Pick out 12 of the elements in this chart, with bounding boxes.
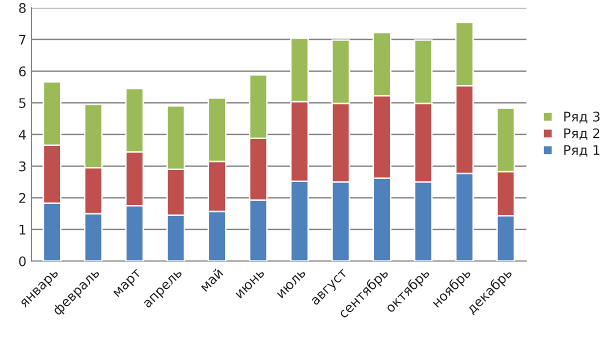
legend-label: Ряд 2 [564, 128, 600, 140]
y-tick-label: 2 [19, 193, 26, 203]
legend-label: Ряд 1 [564, 145, 600, 157]
y-tick-label: 5 [19, 98, 26, 108]
y-tick-label: 6 [19, 66, 26, 76]
y-tick-label: 0 [19, 256, 26, 266]
y-tick-label: 3 [19, 161, 26, 172]
y-tick-label: 8 [19, 3, 26, 14]
y-tick-label: 1 [20, 224, 26, 234]
legend-label: Ряд 3 [564, 112, 600, 124]
y-tick-label: 7 [19, 34, 26, 44]
y-tick-label: 4 [18, 130, 26, 140]
